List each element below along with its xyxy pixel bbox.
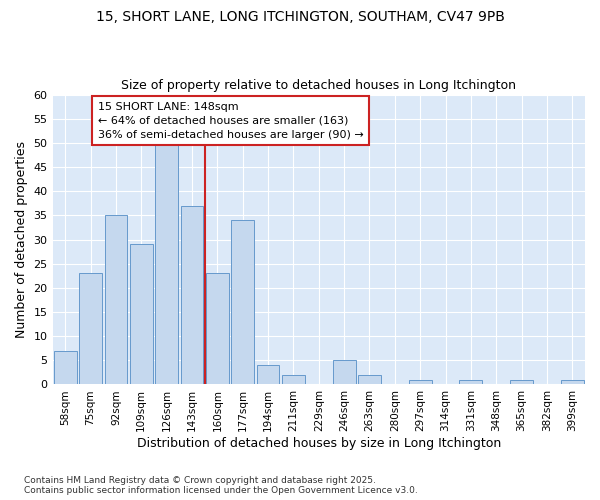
Bar: [79, 274, 102, 384]
Bar: [409, 380, 431, 384]
Bar: [104, 216, 127, 384]
Bar: [54, 350, 77, 384]
X-axis label: Distribution of detached houses by size in Long Itchington: Distribution of detached houses by size …: [137, 437, 501, 450]
Y-axis label: Number of detached properties: Number of detached properties: [15, 141, 28, 338]
Bar: [181, 206, 203, 384]
Text: Contains HM Land Registry data © Crown copyright and database right 2025.
Contai: Contains HM Land Registry data © Crown c…: [24, 476, 418, 495]
Text: 15, SHORT LANE, LONG ITCHINGTON, SOUTHAM, CV47 9PB: 15, SHORT LANE, LONG ITCHINGTON, SOUTHAM…: [95, 10, 505, 24]
Bar: [282, 375, 305, 384]
Title: Size of property relative to detached houses in Long Itchington: Size of property relative to detached ho…: [121, 79, 516, 92]
Bar: [130, 244, 152, 384]
Bar: [510, 380, 533, 384]
Bar: [460, 380, 482, 384]
Bar: [333, 360, 356, 384]
Text: 15 SHORT LANE: 148sqm
← 64% of detached houses are smaller (163)
36% of semi-det: 15 SHORT LANE: 148sqm ← 64% of detached …: [98, 102, 364, 140]
Bar: [231, 220, 254, 384]
Bar: [257, 365, 280, 384]
Bar: [561, 380, 584, 384]
Bar: [358, 375, 381, 384]
Bar: [206, 274, 229, 384]
Bar: [155, 143, 178, 384]
